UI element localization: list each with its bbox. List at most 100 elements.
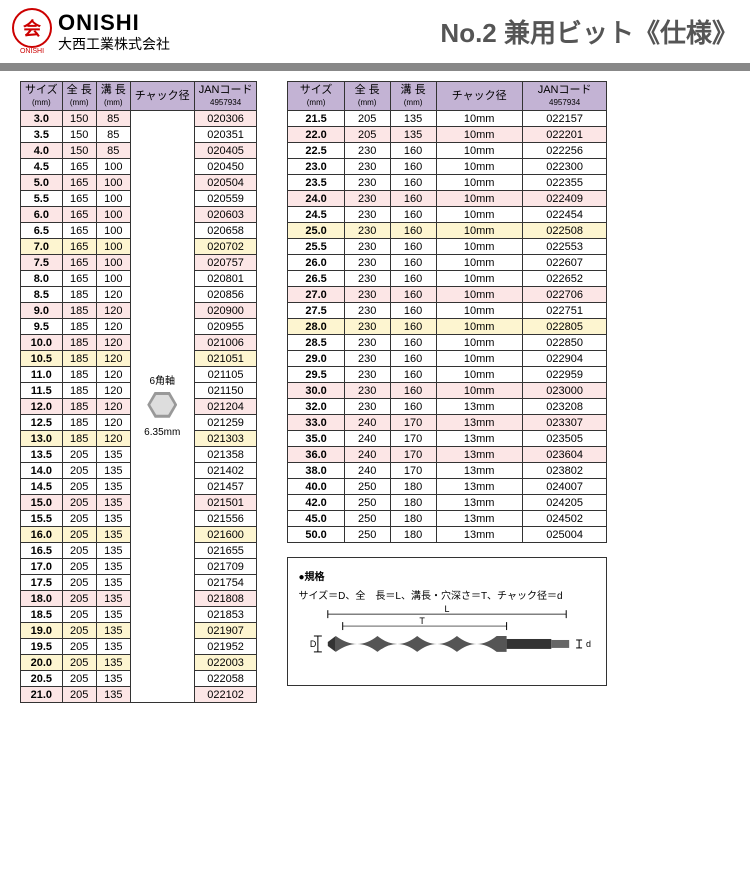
col-groove: 溝 長(mm)	[96, 82, 130, 111]
cell-jan: 021600	[194, 527, 257, 543]
cell-jan: 022256	[522, 143, 607, 159]
header: 会 ONISHI ONISHI 大西工業株式会社 No.2 兼用ビット《仕様》	[0, 0, 750, 63]
cell-size: 50.0	[288, 527, 344, 543]
cell-length: 185	[62, 367, 96, 383]
cell-groove: 180	[390, 495, 436, 511]
cell-groove: 180	[390, 527, 436, 543]
cell-length: 205	[62, 479, 96, 495]
cell-jan: 022454	[522, 207, 607, 223]
company-en: ONISHI	[58, 10, 170, 36]
cell-groove: 160	[390, 191, 436, 207]
col-jan: JANコード4957934	[522, 82, 607, 111]
cell-jan: 021853	[194, 607, 257, 623]
cell-groove: 135	[96, 495, 130, 511]
cell-size: 27.5	[288, 303, 344, 319]
cell-jan: 023307	[522, 415, 607, 431]
cell-size: 19.0	[21, 623, 63, 639]
cell-size: 8.5	[21, 287, 63, 303]
cell-groove: 100	[96, 191, 130, 207]
cell-jan: 021501	[194, 495, 257, 511]
cell-chuck: 13mm	[436, 527, 522, 543]
cell-size: 6.0	[21, 207, 63, 223]
cell-groove: 100	[96, 239, 130, 255]
cell-size: 24.5	[288, 207, 344, 223]
table-row: 27.523016010mm022751	[288, 303, 607, 319]
cell-jan: 023000	[522, 383, 607, 399]
cell-size: 5.5	[21, 191, 63, 207]
cell-groove: 160	[390, 383, 436, 399]
cell-size: 40.0	[288, 479, 344, 495]
cell-length: 205	[62, 447, 96, 463]
cell-jan: 024007	[522, 479, 607, 495]
cell-length: 165	[62, 175, 96, 191]
cell-jan: 021303	[194, 431, 257, 447]
cell-length: 185	[62, 303, 96, 319]
cell-chuck: 10mm	[436, 271, 522, 287]
cell-jan: 021952	[194, 639, 257, 655]
cell-size: 21.0	[21, 687, 63, 703]
col-length: 全 長(mm)	[62, 82, 96, 111]
cell-length: 250	[344, 527, 390, 543]
cell-groove: 160	[390, 399, 436, 415]
cell-length: 165	[62, 191, 96, 207]
cell-groove: 135	[96, 575, 130, 591]
cell-jan: 020757	[194, 255, 257, 271]
cell-groove: 135	[96, 591, 130, 607]
cell-length: 165	[62, 159, 96, 175]
cell-size: 9.5	[21, 319, 63, 335]
cell-length: 165	[62, 255, 96, 271]
cell-groove: 100	[96, 223, 130, 239]
cell-length: 230	[344, 159, 390, 175]
cell-groove: 120	[96, 431, 130, 447]
cell-jan: 023208	[522, 399, 607, 415]
cell-jan: 021150	[194, 383, 257, 399]
cell-length: 165	[62, 223, 96, 239]
cell-length: 205	[62, 575, 96, 591]
cell-chuck: 10mm	[436, 383, 522, 399]
cell-size: 45.0	[288, 511, 344, 527]
table-head: サイズ(mm) 全 長(mm) 溝 長(mm) チャック径 JANコード4957…	[288, 82, 607, 111]
cell-jan: 022850	[522, 335, 607, 351]
cell-size: 5.0	[21, 175, 63, 191]
logo-wrap: 会 ONISHI	[12, 8, 52, 55]
cell-groove: 170	[390, 415, 436, 431]
cell-jan: 022003	[194, 655, 257, 671]
cell-jan: 022553	[522, 239, 607, 255]
cell-chuck: 10mm	[436, 191, 522, 207]
cell-jan: 020856	[194, 287, 257, 303]
table-row: 25.523016010mm022553	[288, 239, 607, 255]
cell-groove: 120	[96, 351, 130, 367]
cell-length: 205	[62, 639, 96, 655]
table-row: 40.025018013mm024007	[288, 479, 607, 495]
cell-size: 29.5	[288, 367, 344, 383]
cell-groove: 160	[390, 239, 436, 255]
cell-length: 230	[344, 239, 390, 255]
cell-length: 230	[344, 335, 390, 351]
table-row: 24.523016010mm022454	[288, 207, 607, 223]
cell-groove: 135	[96, 543, 130, 559]
spec-table-left: サイズ(mm) 全 長(mm) 溝 長(mm) チャック径 JANコード4957…	[20, 81, 257, 703]
cell-groove: 120	[96, 383, 130, 399]
cell-length: 165	[62, 239, 96, 255]
cell-size: 42.0	[288, 495, 344, 511]
table-row: 22.523016010mm022256	[288, 143, 607, 159]
tables-area: サイズ(mm) 全 長(mm) 溝 長(mm) チャック径 JANコード4957…	[0, 81, 750, 703]
cell-length: 205	[62, 607, 96, 623]
cell-groove: 135	[390, 111, 436, 127]
cell-groove: 100	[96, 175, 130, 191]
table-row: 42.025018013mm024205	[288, 495, 607, 511]
cell-size: 3.5	[21, 127, 63, 143]
cell-jan: 021105	[194, 367, 257, 383]
cell-length: 230	[344, 207, 390, 223]
cell-jan: 021402	[194, 463, 257, 479]
cell-jan: 021709	[194, 559, 257, 575]
cell-length: 185	[62, 351, 96, 367]
cell-length: 185	[62, 431, 96, 447]
cell-size: 21.5	[288, 111, 344, 127]
cell-size: 18.0	[21, 591, 63, 607]
col-jan: JANコード4957934	[194, 82, 257, 111]
cell-length: 185	[62, 319, 96, 335]
cell-groove: 160	[390, 351, 436, 367]
cell-jan: 022355	[522, 175, 607, 191]
right-column: サイズ(mm) 全 長(mm) 溝 長(mm) チャック径 JANコード4957…	[287, 81, 607, 686]
